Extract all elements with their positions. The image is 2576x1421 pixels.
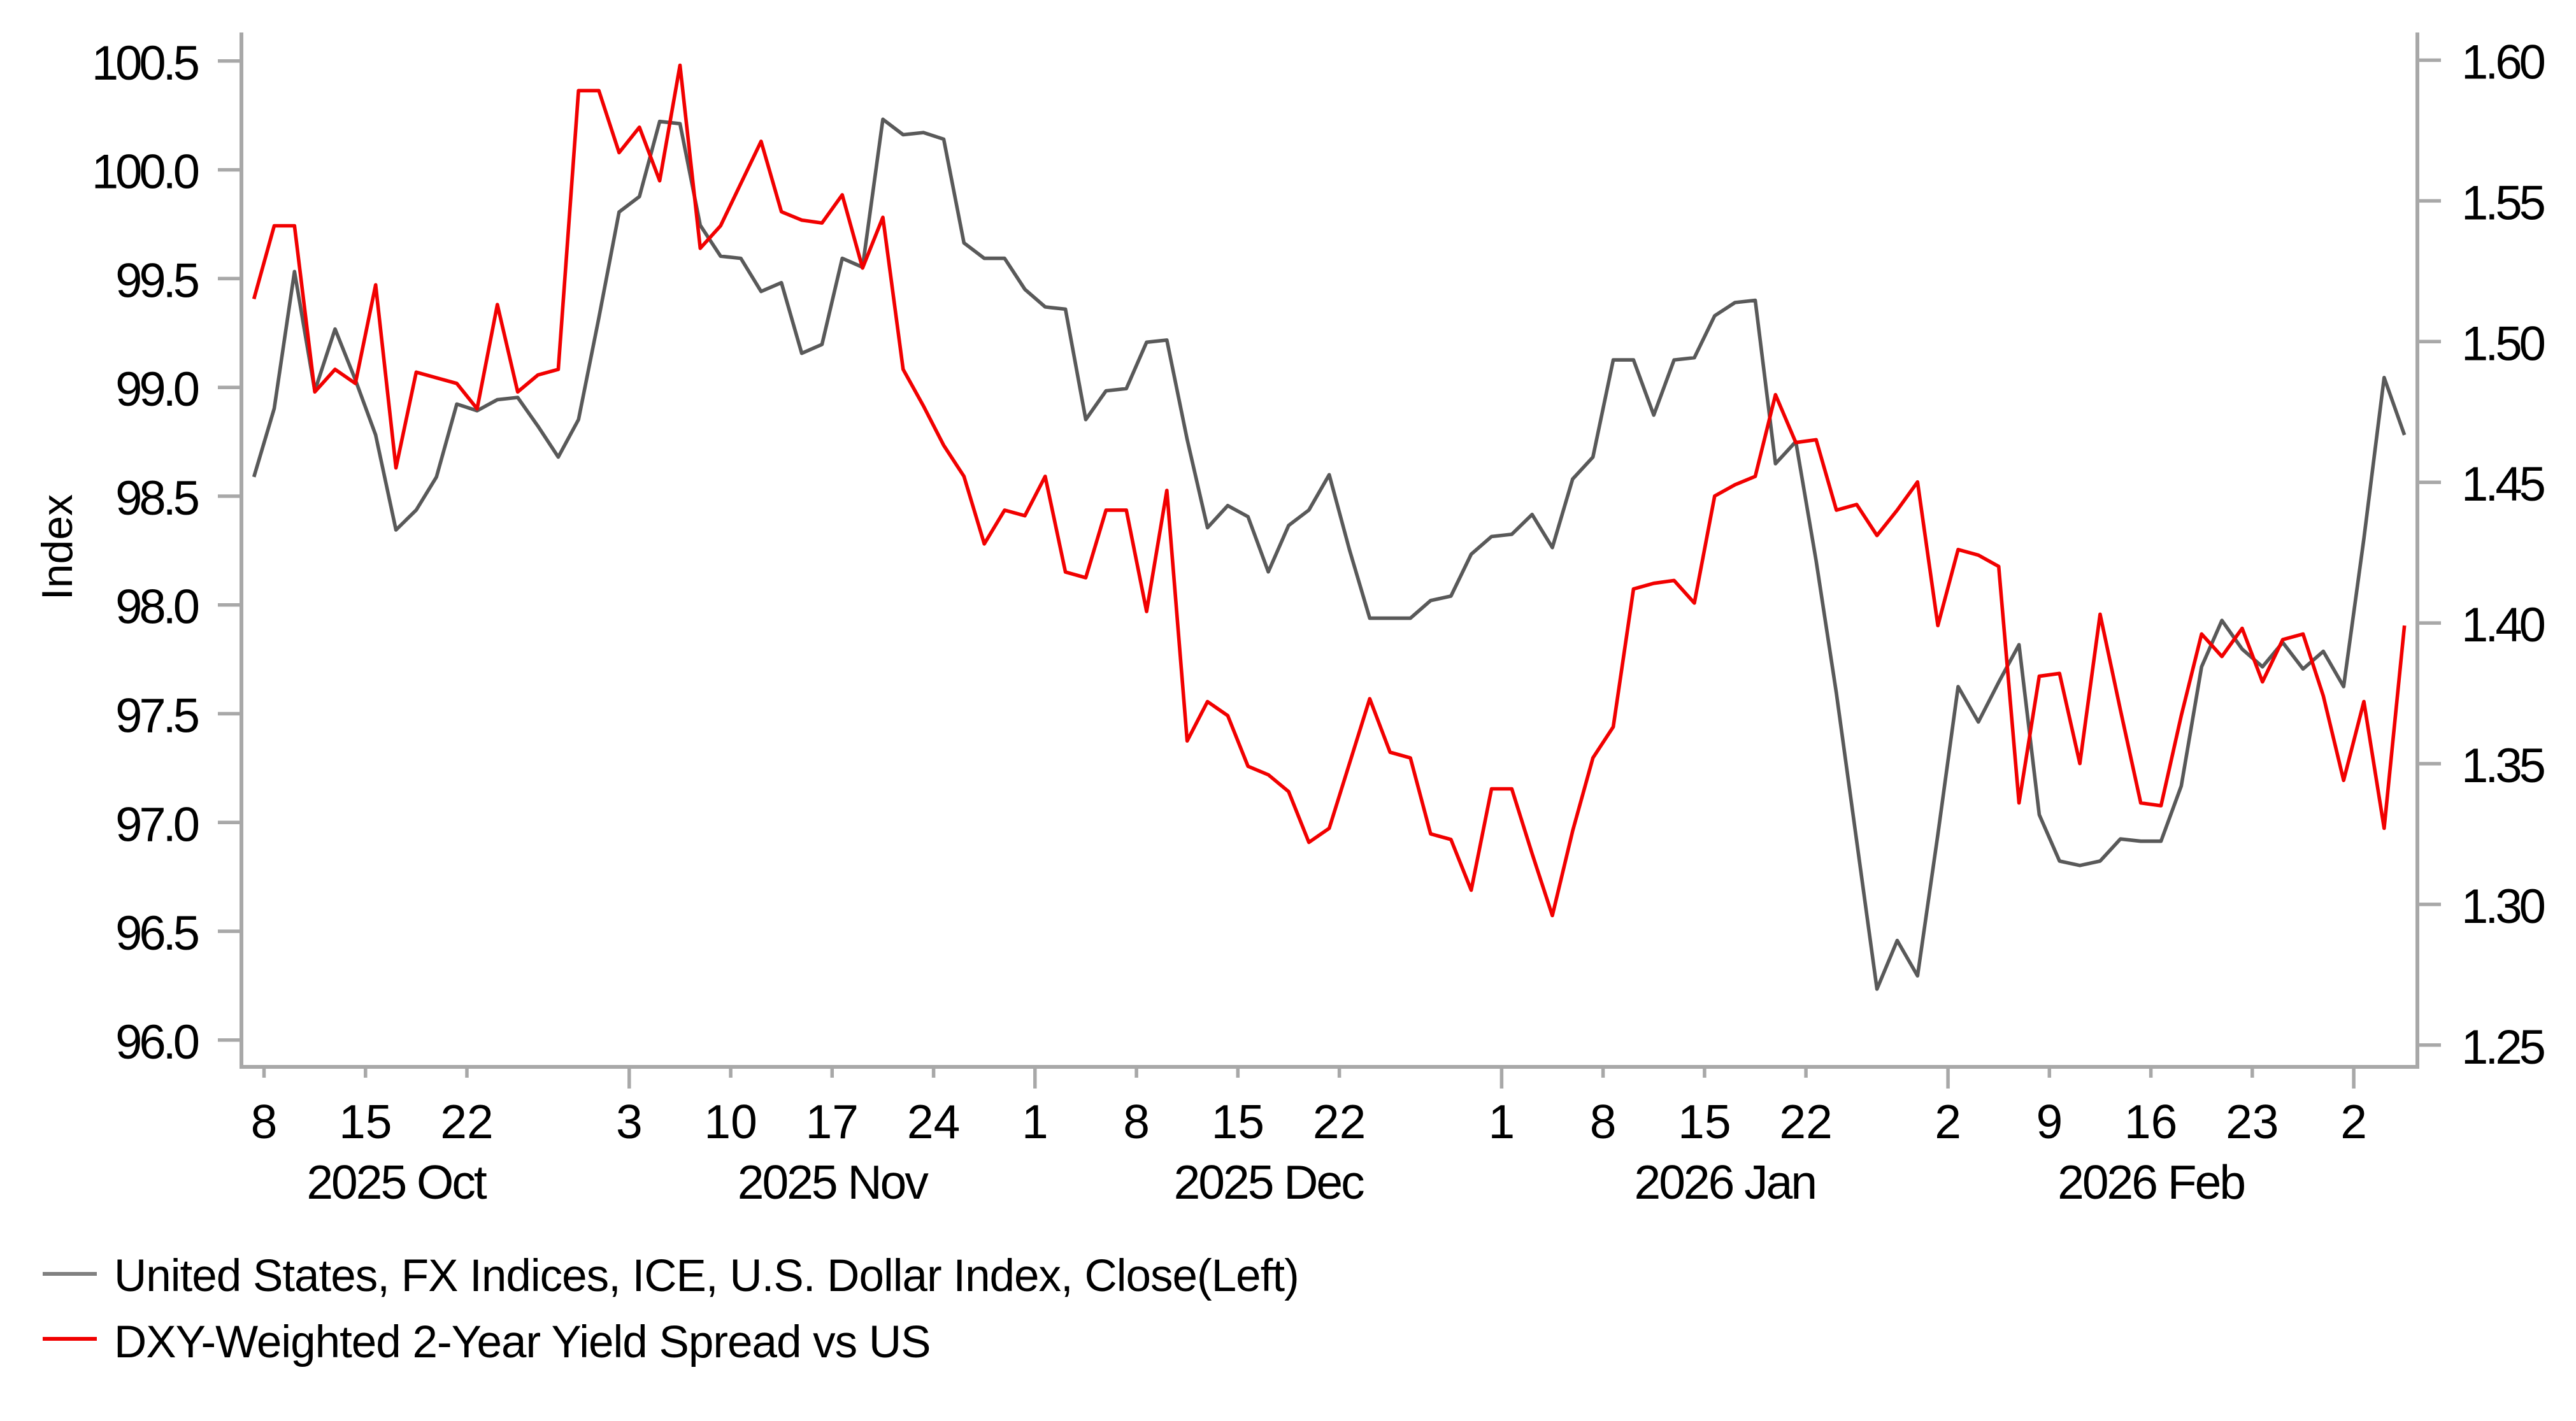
svg-text:2: 2 bbox=[1935, 1095, 1961, 1148]
svg-text:1.55: 1.55 bbox=[2461, 176, 2545, 230]
svg-text:8: 8 bbox=[251, 1095, 278, 1148]
svg-text:8: 8 bbox=[1590, 1095, 1617, 1148]
svg-text:United States, FX Indices, ICE: United States, FX Indices, ICE, U.S. Dol… bbox=[114, 1251, 1299, 1301]
svg-text:1.25: 1.25 bbox=[2461, 1020, 2545, 1075]
svg-text:97.5: 97.5 bbox=[115, 689, 199, 743]
svg-text:8: 8 bbox=[1123, 1095, 1150, 1148]
svg-text:99.0: 99.0 bbox=[115, 362, 199, 417]
svg-text:15: 15 bbox=[1212, 1095, 1264, 1148]
svg-text:100.0: 100.0 bbox=[92, 145, 199, 199]
svg-text:22: 22 bbox=[1313, 1095, 1366, 1148]
svg-text:Index: Index bbox=[33, 494, 82, 600]
svg-text:22: 22 bbox=[440, 1095, 493, 1148]
svg-text:1.50: 1.50 bbox=[2461, 317, 2545, 371]
svg-text:9: 9 bbox=[2036, 1095, 2063, 1148]
svg-text:15: 15 bbox=[339, 1095, 392, 1148]
svg-text:1.35: 1.35 bbox=[2461, 739, 2545, 793]
svg-text:1: 1 bbox=[1489, 1095, 1515, 1148]
svg-text:100.5: 100.5 bbox=[92, 36, 199, 90]
svg-text:99.5: 99.5 bbox=[115, 253, 199, 308]
svg-text:97.0: 97.0 bbox=[115, 797, 199, 852]
svg-text:23: 23 bbox=[2226, 1095, 2279, 1148]
svg-text:DXY-Weighted 2-Year Yield Spre: DXY-Weighted 2-Year Yield Spread vs US bbox=[114, 1317, 931, 1367]
svg-text:24: 24 bbox=[907, 1095, 960, 1148]
svg-text:96.5: 96.5 bbox=[115, 906, 199, 960]
svg-text:16: 16 bbox=[2124, 1095, 2177, 1148]
svg-text:2025 Nov: 2025 Nov bbox=[738, 1155, 929, 1209]
svg-text:2026 Feb: 2026 Feb bbox=[2057, 1155, 2244, 1209]
svg-text:96.0: 96.0 bbox=[115, 1015, 199, 1069]
svg-text:1.30: 1.30 bbox=[2461, 880, 2545, 934]
svg-text:2025 Dec: 2025 Dec bbox=[1174, 1155, 1364, 1209]
svg-text:98.0: 98.0 bbox=[115, 580, 199, 634]
svg-text:98.5: 98.5 bbox=[115, 471, 199, 525]
svg-text:1.60: 1.60 bbox=[2461, 36, 2545, 90]
svg-text:2: 2 bbox=[2340, 1095, 2367, 1148]
svg-text:1: 1 bbox=[1022, 1095, 1048, 1148]
svg-text:1.45: 1.45 bbox=[2461, 457, 2545, 511]
svg-text:22: 22 bbox=[1779, 1095, 1832, 1148]
svg-text:1.40: 1.40 bbox=[2461, 598, 2545, 652]
svg-text:15: 15 bbox=[1678, 1095, 1731, 1148]
svg-text:17: 17 bbox=[806, 1095, 859, 1148]
svg-text:2025 Oct: 2025 Oct bbox=[306, 1155, 487, 1209]
svg-text:10: 10 bbox=[704, 1095, 757, 1148]
svg-text:2026 Jan: 2026 Jan bbox=[1634, 1155, 1815, 1209]
svg-text:3: 3 bbox=[616, 1095, 643, 1148]
